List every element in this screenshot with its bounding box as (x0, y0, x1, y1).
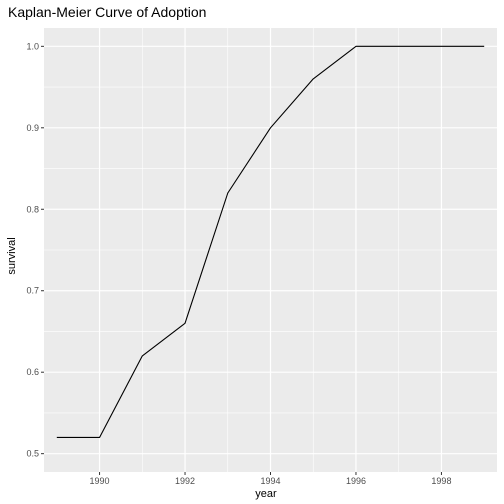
y-tick-label: 0.6 (26, 367, 39, 377)
y-axis-title: survival (6, 237, 18, 274)
x-tick-label: 1992 (175, 476, 195, 486)
y-tick-label: 0.8 (26, 204, 39, 214)
chart-title: Kaplan-Meier Curve of Adoption (8, 4, 206, 20)
series-layer (56, 45, 485, 438)
y-tick-label: 1.0 (26, 41, 39, 51)
y-tick-label: 0.5 (26, 449, 39, 459)
survival-line (56, 45, 485, 438)
x-tick-label: 1994 (260, 476, 280, 486)
x-tick-label: 1998 (431, 476, 451, 486)
tick-labels: 1990 1992 1994 1996 1998 0.5 0.6 0.7 0.8 0.9 1.0 (26, 41, 451, 486)
x-axis-title: year (255, 488, 277, 500)
x-tick-label: 1990 (90, 476, 110, 486)
y-tick-label: 0.7 (26, 286, 39, 296)
y-tick-label: 0.9 (26, 123, 39, 133)
x-tick-label: 1996 (346, 476, 366, 486)
axis-ticks (41, 45, 442, 475)
